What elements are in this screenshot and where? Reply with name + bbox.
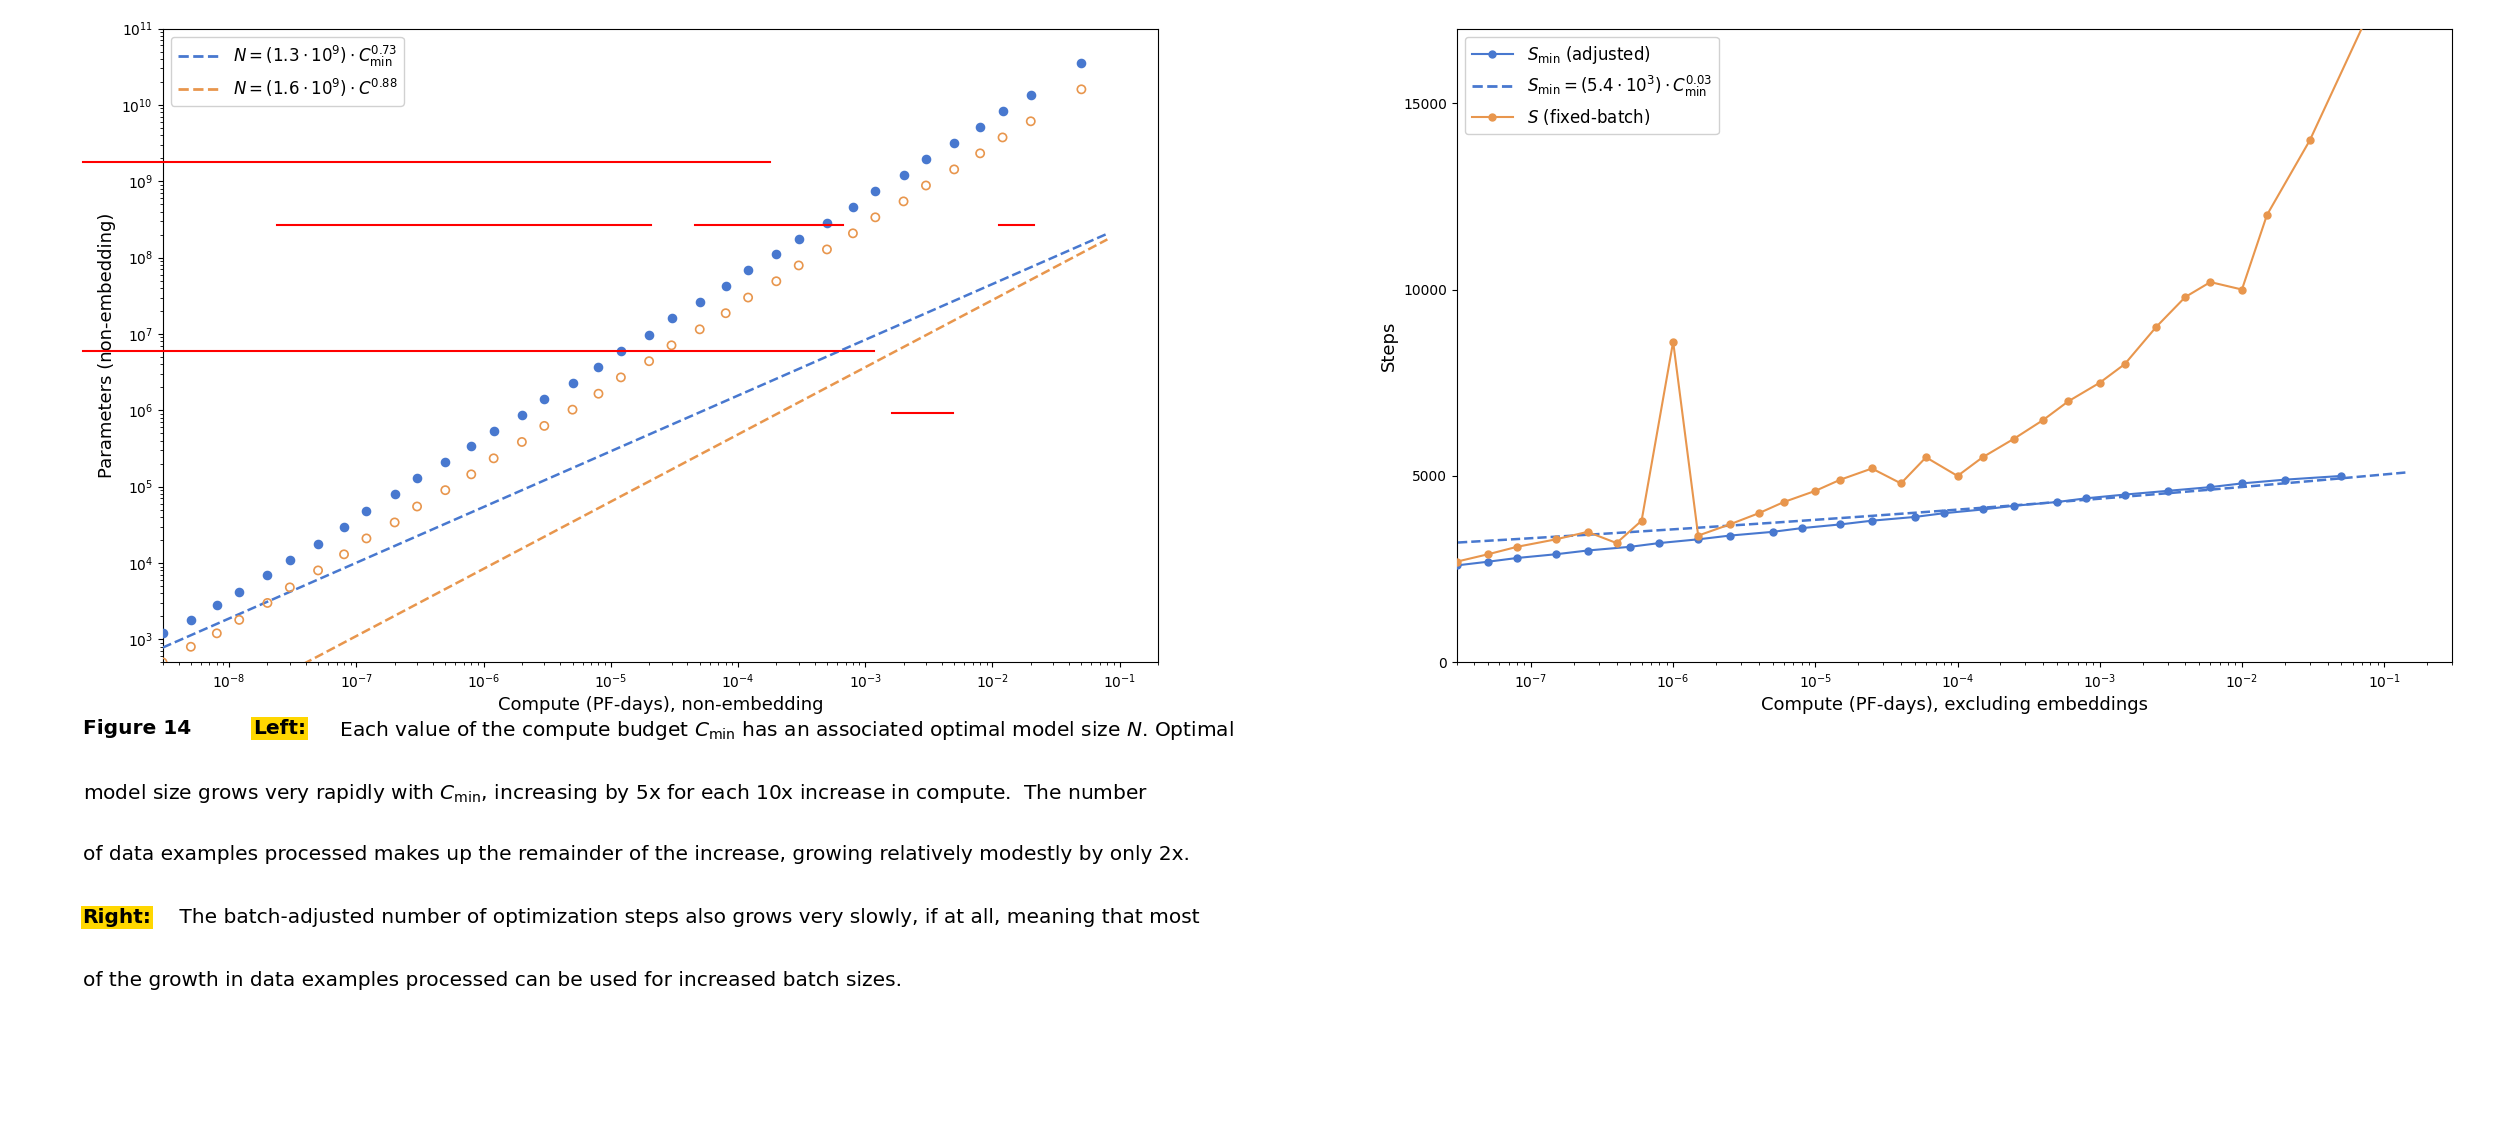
Point bbox=[143, 625, 183, 643]
Point bbox=[503, 433, 543, 451]
Point bbox=[578, 357, 618, 376]
Point bbox=[503, 405, 543, 424]
Y-axis label: Steps: Steps bbox=[1379, 320, 1399, 371]
Point bbox=[706, 304, 746, 322]
Text: Each value of the compute budget $C_{\rm min}$ has an associated optimal model s: Each value of the compute budget $C_{\rm… bbox=[333, 719, 1233, 742]
Point bbox=[883, 166, 923, 184]
Text: model size grows very rapidly with $C_{\rm min}$, increasing by 5x for each 10x : model size grows very rapidly with $C_{\… bbox=[83, 782, 1148, 805]
Point bbox=[220, 611, 260, 629]
Point bbox=[651, 309, 691, 328]
Point bbox=[706, 278, 746, 296]
Point bbox=[325, 545, 365, 563]
Point bbox=[1061, 54, 1101, 72]
Point bbox=[248, 594, 288, 612]
Point bbox=[778, 256, 818, 274]
Point bbox=[961, 118, 1001, 136]
Point bbox=[883, 192, 923, 210]
Point bbox=[425, 481, 465, 499]
Text: The batch-adjusted number of optimization steps also grows very slowly, if at al: The batch-adjusted number of optimizatio… bbox=[173, 908, 1198, 927]
Point bbox=[1011, 112, 1051, 130]
Point bbox=[298, 561, 338, 579]
Point bbox=[473, 423, 513, 441]
Point bbox=[248, 565, 288, 584]
Point bbox=[983, 103, 1023, 121]
Point bbox=[778, 230, 818, 248]
Point bbox=[143, 653, 183, 671]
Point bbox=[756, 272, 796, 290]
Point bbox=[628, 325, 668, 344]
Point bbox=[325, 517, 365, 536]
Point bbox=[756, 246, 796, 264]
Point bbox=[808, 240, 848, 258]
Point bbox=[651, 336, 691, 354]
Point bbox=[375, 513, 415, 531]
Point bbox=[270, 578, 310, 596]
Point bbox=[345, 501, 385, 520]
Point bbox=[298, 534, 338, 553]
Point bbox=[525, 417, 565, 435]
Point bbox=[833, 198, 873, 216]
Point bbox=[856, 208, 896, 226]
Legend: $S_{\rm min}$ (adjusted), $S_{\rm min} = (5.4 \cdot 10^3) \cdot C_{\rm min}^{0.0: $S_{\rm min}$ (adjusted), $S_{\rm min} =… bbox=[1466, 37, 1719, 134]
Point bbox=[833, 224, 873, 242]
Point bbox=[578, 385, 618, 403]
Text: Figure 14: Figure 14 bbox=[83, 719, 190, 739]
Point bbox=[375, 485, 415, 504]
Point bbox=[198, 596, 238, 614]
Point bbox=[983, 128, 1023, 146]
Point bbox=[856, 182, 896, 200]
Point bbox=[345, 529, 385, 547]
Point bbox=[553, 373, 593, 392]
Point bbox=[450, 465, 490, 483]
Point bbox=[1061, 80, 1101, 98]
Point bbox=[198, 625, 238, 643]
Point bbox=[220, 582, 260, 601]
X-axis label: Compute (PF-days), non-embedding: Compute (PF-days), non-embedding bbox=[498, 697, 823, 714]
X-axis label: Compute (PF-days), excluding embeddings: Compute (PF-days), excluding embeddings bbox=[1761, 697, 2147, 714]
Point bbox=[628, 352, 668, 370]
Point bbox=[600, 368, 641, 386]
Point bbox=[425, 453, 465, 472]
Point bbox=[398, 469, 438, 488]
Point bbox=[170, 611, 210, 629]
Point bbox=[450, 437, 490, 456]
Text: of the growth in data examples processed can be used for increased batch sizes.: of the growth in data examples processed… bbox=[83, 971, 901, 990]
Point bbox=[961, 144, 1001, 162]
Point bbox=[681, 293, 721, 312]
Point bbox=[473, 449, 513, 467]
Point bbox=[728, 289, 768, 307]
Y-axis label: Parameters (non-embedding): Parameters (non-embedding) bbox=[98, 212, 115, 478]
Point bbox=[270, 550, 310, 569]
Point bbox=[553, 401, 593, 419]
Point bbox=[1011, 86, 1051, 104]
Point bbox=[906, 176, 946, 194]
Point bbox=[808, 214, 848, 232]
Point bbox=[681, 320, 721, 338]
Point bbox=[933, 160, 973, 178]
Point bbox=[170, 637, 210, 656]
Text: Left:: Left: bbox=[253, 719, 305, 739]
Point bbox=[525, 391, 565, 409]
Point bbox=[600, 341, 641, 360]
Text: of data examples processed makes up the remainder of the increase, growing relat: of data examples processed makes up the … bbox=[83, 845, 1188, 864]
Legend: $N = (1.3 \cdot 10^9) \cdot C_{\rm min}^{0.73}$, $N = (1.6 \cdot 10^9) \cdot C^{: $N = (1.3 \cdot 10^9) \cdot C_{\rm min}^… bbox=[170, 37, 403, 106]
Text: Right:: Right: bbox=[83, 908, 153, 927]
Point bbox=[398, 498, 438, 516]
Point bbox=[933, 134, 973, 152]
Point bbox=[728, 262, 768, 280]
Point bbox=[906, 150, 946, 168]
